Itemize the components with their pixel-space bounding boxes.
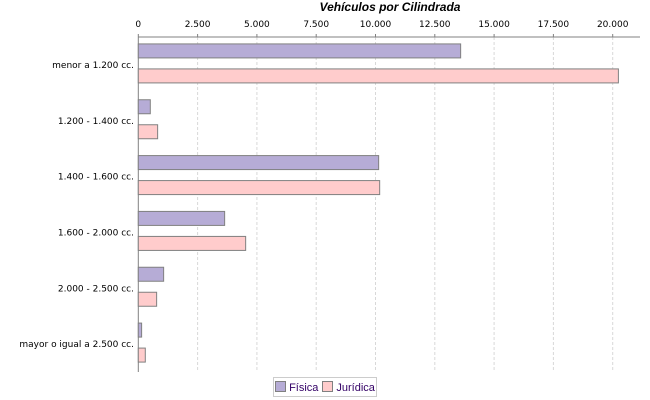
tick-label: 0 (135, 20, 141, 30)
bar-juridica (137, 235, 247, 251)
bar-juridica (137, 347, 146, 363)
legend-label-juridica: Jurídica (336, 381, 375, 394)
tick-label: 5.000 (244, 20, 270, 30)
chart-title: Vehículos por Cilindrada (319, 0, 461, 14)
bar-fisica (137, 155, 380, 171)
legend: Física Jurídica (273, 377, 377, 397)
legend-swatch-fisica (275, 380, 287, 392)
category-label: menor a 1.200 cc. (52, 61, 134, 71)
bar-juridica (137, 68, 619, 84)
bar-fisica (137, 210, 226, 226)
category-label: mayor o igual a 2.500 cc. (19, 340, 134, 350)
bar-juridica (137, 180, 381, 196)
category-label: 2.000 - 2.500 cc. (58, 284, 134, 294)
category-label: 1.400 - 1.600 cc. (58, 173, 134, 183)
bar-fisica (137, 43, 462, 59)
bar-juridica (137, 291, 158, 307)
legend-item-juridica: Jurídica (322, 380, 375, 394)
category-label: 1.600 - 2.000 cc. (58, 228, 134, 238)
bar-juridica (137, 124, 159, 140)
category-label: 1.200 - 1.400 cc. (58, 117, 134, 127)
bar-fisica (137, 99, 151, 115)
tick-label: 20.000 (597, 20, 629, 30)
tick-label: 12.500 (419, 20, 451, 30)
tick-label: 7.500 (303, 20, 329, 30)
legend-item-fisica: Física (275, 380, 319, 394)
bar-fisica (137, 266, 165, 282)
tick-label: 17.500 (538, 20, 570, 30)
legend-swatch-juridica (322, 380, 334, 392)
tick-label: 10.000 (360, 20, 392, 30)
legend-label-fisica: Física (289, 381, 319, 394)
tick-label: 15.000 (478, 20, 510, 30)
bar-fisica (137, 322, 143, 338)
tick-label: 2.500 (185, 20, 211, 30)
